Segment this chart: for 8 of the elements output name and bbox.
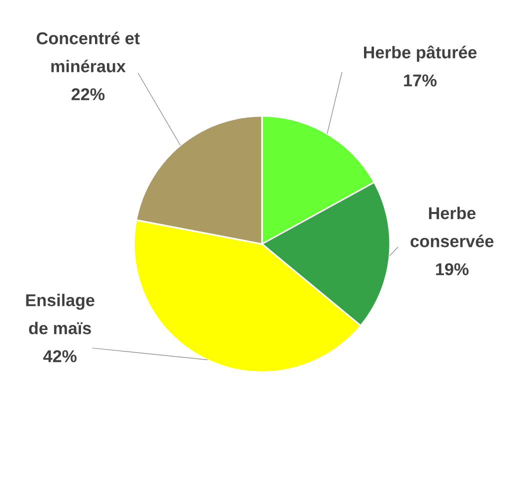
slice-label: Herbe conservée — [410, 206, 494, 248]
data-label: 17% — [404, 74, 437, 86]
slice-label: Herbe pâturée — [364, 46, 477, 62]
data-label: 19% — [436, 263, 469, 276]
slice-label: Ensilage de maïs — [26, 294, 94, 334]
data-label: 22% — [72, 88, 105, 100]
data-label: 42% — [43, 350, 77, 362]
slice-label: Concentré et minéraux — [36, 32, 140, 72]
